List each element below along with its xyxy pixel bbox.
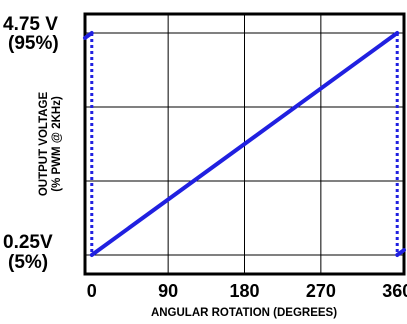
x-tick-label: 180 xyxy=(229,281,259,301)
y-axis-title-line2: (% PWM @ 2KHz) xyxy=(51,96,63,192)
x-tick-label: 270 xyxy=(306,281,336,301)
plot-frame xyxy=(83,12,406,276)
series-ramp-line xyxy=(89,31,400,257)
series-ramp-line xyxy=(395,248,406,257)
series-layer xyxy=(83,31,406,257)
x-axis-title: ANGULAR ROTATION (DEGREES) xyxy=(151,307,337,319)
x-tick-label: 0 xyxy=(87,281,97,301)
x-tick-labels: 0 90 180 270 360 xyxy=(87,281,407,301)
y-bottom-label-value: 0.25V xyxy=(3,232,53,253)
y-top-label-value: 4.75 V xyxy=(3,14,58,35)
y-top-label-percent: (95%) xyxy=(8,33,59,54)
y-axis-title-line1: OUTPUT VOLTAGE xyxy=(38,92,50,197)
y-bottom-label-percent: (5%) xyxy=(8,252,48,273)
x-tick-label: 360 xyxy=(382,281,407,301)
grid xyxy=(85,14,404,274)
x-tick-label: 90 xyxy=(158,281,178,301)
